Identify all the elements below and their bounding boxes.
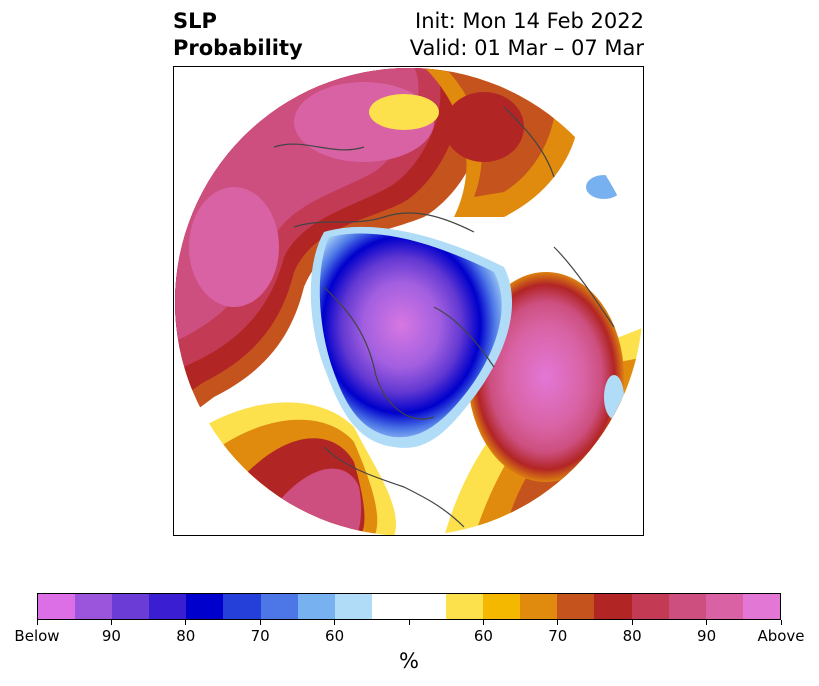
valid-dates: Valid: 01 Mar – 07 Mar bbox=[409, 36, 644, 60]
colorbar-tick-label: Below bbox=[14, 627, 60, 645]
colorbar-tick-label: 90 bbox=[697, 627, 717, 645]
colorbar-segment bbox=[742, 594, 780, 619]
colorbar bbox=[37, 593, 781, 620]
colorbar-tick-label: 80 bbox=[176, 627, 196, 645]
colorbar-tick bbox=[36, 620, 38, 625]
probability-map bbox=[173, 66, 644, 536]
colorbar-segment bbox=[260, 594, 298, 619]
colorbar-tick-label: 60 bbox=[325, 627, 345, 645]
colorbar-tick bbox=[110, 620, 112, 625]
colorbar-segment bbox=[186, 594, 224, 619]
colorbar-tick bbox=[780, 620, 782, 625]
colorbar-segment bbox=[149, 594, 187, 619]
forecast-dates: Init: Mon 14 Feb 2022 Valid: 01 Mar – 07… bbox=[410, 8, 644, 62]
colorbar-segment bbox=[594, 594, 632, 619]
colorbar-segment bbox=[557, 594, 595, 619]
colorbar-segment bbox=[520, 594, 558, 619]
colorbar-segment bbox=[483, 594, 521, 619]
title-line-1: SLP bbox=[173, 9, 217, 33]
colorbar-tick bbox=[706, 620, 708, 625]
colorbar-segment bbox=[112, 594, 150, 619]
colorbar-tick-label: 60 bbox=[473, 627, 493, 645]
colorbar-tick bbox=[557, 620, 559, 625]
colorbar-segment bbox=[297, 594, 335, 619]
colorbar-segment bbox=[446, 594, 484, 619]
colorbar-segment bbox=[75, 594, 113, 619]
colorbar-tick-label: 80 bbox=[622, 627, 642, 645]
colorbar-tick-label: 90 bbox=[101, 627, 121, 645]
colorbar-tick bbox=[482, 620, 484, 625]
colorbar-tick bbox=[408, 620, 410, 625]
colorbar-units: % bbox=[399, 649, 419, 673]
colorbar-segment bbox=[408, 594, 447, 619]
colorbar-segment bbox=[705, 594, 743, 619]
colorbar-segment bbox=[371, 594, 409, 619]
colorbar-tick bbox=[185, 620, 187, 625]
hemisphere-disc bbox=[175, 68, 643, 535]
colorbar-tick bbox=[259, 620, 261, 625]
colorbar-segment bbox=[38, 594, 76, 619]
init-date: Init: Mon 14 Feb 2022 bbox=[415, 9, 644, 33]
title-line-2: Probability bbox=[173, 36, 303, 60]
colorbar-segment bbox=[668, 594, 706, 619]
colorbar-segment bbox=[223, 594, 261, 619]
map-title: SLP Probability bbox=[173, 8, 303, 62]
colorbar-segment bbox=[334, 594, 372, 619]
colorbar-tick bbox=[631, 620, 633, 625]
colorbar-tick bbox=[334, 620, 336, 625]
colorbar-segment bbox=[631, 594, 669, 619]
colorbar-tick-label: 70 bbox=[250, 627, 270, 645]
colorbar-tick-label: Above bbox=[757, 627, 805, 645]
colorbar-tick-label: 70 bbox=[548, 627, 568, 645]
map-svg bbox=[175, 68, 643, 535]
